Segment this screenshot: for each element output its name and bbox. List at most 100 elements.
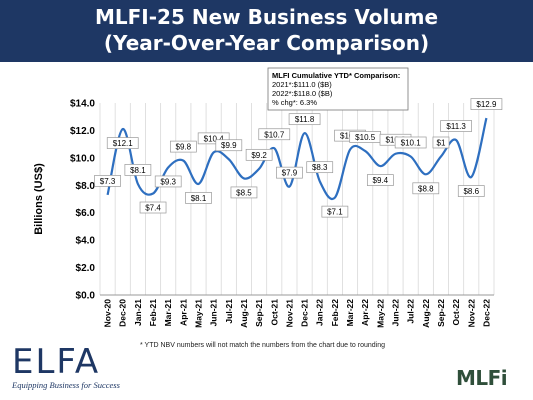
data-label: $7.9	[276, 166, 303, 179]
data-label-text: $9.8	[176, 143, 192, 152]
x-tick-label: Feb-21	[148, 299, 158, 327]
data-label-box	[432, 136, 450, 149]
x-tick-label: Mar-22	[345, 299, 355, 327]
data-labels: $7.3 $12.1 $8.1 $7.4 $9.3 $9.8 $8.1 $10.4$9.9 $8…	[94, 98, 503, 218]
data-label-box	[276, 166, 303, 179]
data-label-text: $10.4	[204, 134, 225, 143]
data-label: $1	[432, 136, 450, 149]
data-label-text: $7.3	[100, 177, 116, 186]
data-label: $8.1	[185, 192, 212, 204]
data-label-box	[124, 164, 152, 176]
data-label-text: $12.1	[113, 139, 134, 148]
data-label: $8.1	[124, 164, 152, 176]
y-tick-label: $10.0	[70, 153, 95, 164]
data-label-box	[288, 113, 321, 126]
x-tick-label: Aug-22	[421, 299, 431, 328]
data-label-text: $9.2	[251, 151, 267, 160]
x-tick-label: Mar-21	[163, 299, 173, 327]
data-label-text: $7.9	[282, 169, 298, 178]
data-label-text: $1	[437, 138, 446, 147]
series-line	[106, 117, 488, 200]
data-label: $9.8	[169, 140, 197, 153]
data-label-text: $9.3	[160, 177, 176, 186]
data-label-box	[394, 136, 427, 149]
x-tick-label: Jun-21	[209, 299, 219, 327]
annotation-line-3: 2022*:$118.0 ($B)	[272, 89, 333, 98]
y-axis-label: Billions (US$)	[33, 163, 45, 235]
y-tick-label: $14.0	[70, 99, 95, 110]
x-tick-label: Aug-21	[239, 299, 249, 328]
data-label-text: $7.4	[145, 204, 161, 213]
data-label-text: $9.4	[373, 176, 389, 185]
y-tick-label: $8.0	[76, 181, 96, 192]
data-label: $12.1	[106, 137, 139, 149]
y-tick-label: $4.0	[76, 236, 96, 247]
annotation-line-2: 2021*:$111.0 ($B)	[272, 80, 332, 89]
data-label-box	[94, 175, 121, 187]
x-tick-label: Jun-22	[391, 299, 401, 327]
data-label-box	[366, 174, 394, 186]
data-label: $8.3	[306, 161, 334, 174]
data-label-box	[470, 98, 503, 110]
data-label-text: $10.7	[264, 130, 285, 139]
y-tick-label: $0.0	[76, 291, 96, 302]
title-banner: MLFI-25 New Business Volume (Year-Over-Y…	[0, 0, 533, 62]
data-label: $10.1	[394, 136, 427, 149]
data-label-box	[457, 185, 485, 197]
data-label-text: $8.6	[463, 187, 479, 196]
y-tick-label: $2.0	[76, 263, 96, 274]
data-label-text: $12.9	[476, 100, 497, 109]
x-tick-label: May-22	[375, 299, 385, 328]
data-label-text: $11.3	[446, 122, 466, 131]
data-label: $10.4	[197, 132, 230, 145]
y-tick-label: $6.0	[76, 208, 96, 219]
data-label-text: $8.5	[236, 188, 252, 197]
chart-subtitle: (Year-Over-Year Comparison)	[103, 31, 430, 55]
data-label-box	[321, 205, 349, 218]
data-label-text: $11.8	[295, 115, 315, 124]
data-label-box	[440, 120, 472, 132]
data-label: $9.4	[366, 174, 394, 186]
data-label-box	[258, 128, 291, 141]
data-label-box	[106, 137, 139, 149]
data-label: $9.2	[245, 148, 273, 161]
y-tick-label: $12.0	[70, 126, 95, 137]
elfa-logo-word: ELFA	[12, 342, 101, 382]
data-label-box	[185, 192, 212, 204]
x-axis-ticks: Nov-20 Dec-20 Jan-21 Feb-21 Mar-21 Apr-21 May-…	[103, 299, 492, 328]
x-tick-label: Sep-21	[254, 299, 264, 327]
x-tick-label: Sep-22	[436, 299, 446, 327]
data-label-box	[154, 175, 182, 188]
annotation-line-1: MLFI Cumulative YTD* Comparison:	[272, 71, 400, 80]
data-label: $8.6	[457, 185, 485, 197]
x-tick-label: Nov-22	[466, 299, 476, 328]
data-label-text: $8.8	[418, 184, 434, 193]
data-label-text: $9.9	[221, 141, 237, 150]
data-label-box	[139, 201, 167, 214]
footnote: * YTD NBV numbers will not match the num…	[140, 342, 385, 349]
data-label: $7.1	[321, 205, 349, 218]
data-label: $11.8	[288, 113, 321, 126]
gridlines	[99, 103, 495, 295]
x-tick-label: May-21	[194, 299, 204, 328]
data-label: $9.3	[154, 175, 182, 188]
data-label: $11.3	[440, 120, 472, 132]
x-tick-label: Dec-21	[300, 299, 310, 327]
chart-title: MLFI-25 New Business Volume	[94, 5, 439, 29]
mlfi-logo: MLFi	[456, 366, 508, 390]
data-label-box	[412, 182, 440, 195]
data-label-box	[230, 186, 258, 199]
x-tick-label: Feb-22	[330, 299, 340, 327]
x-tick-label: Oct-21	[269, 299, 279, 326]
data-label: $10.7	[258, 128, 291, 141]
data-label-text: $10.5	[355, 133, 376, 142]
data-label-box	[169, 140, 197, 153]
x-tick-label: Dec-20	[118, 299, 128, 327]
x-tick-label: Jan-22	[315, 299, 325, 326]
data-label-box	[197, 132, 230, 145]
data-label-box	[306, 161, 334, 174]
x-tick-label: Nov-20	[103, 299, 113, 328]
annotation-box	[267, 67, 409, 111]
data-label-text: $7.1	[327, 208, 343, 217]
data-label-text: $8.1	[191, 194, 207, 203]
